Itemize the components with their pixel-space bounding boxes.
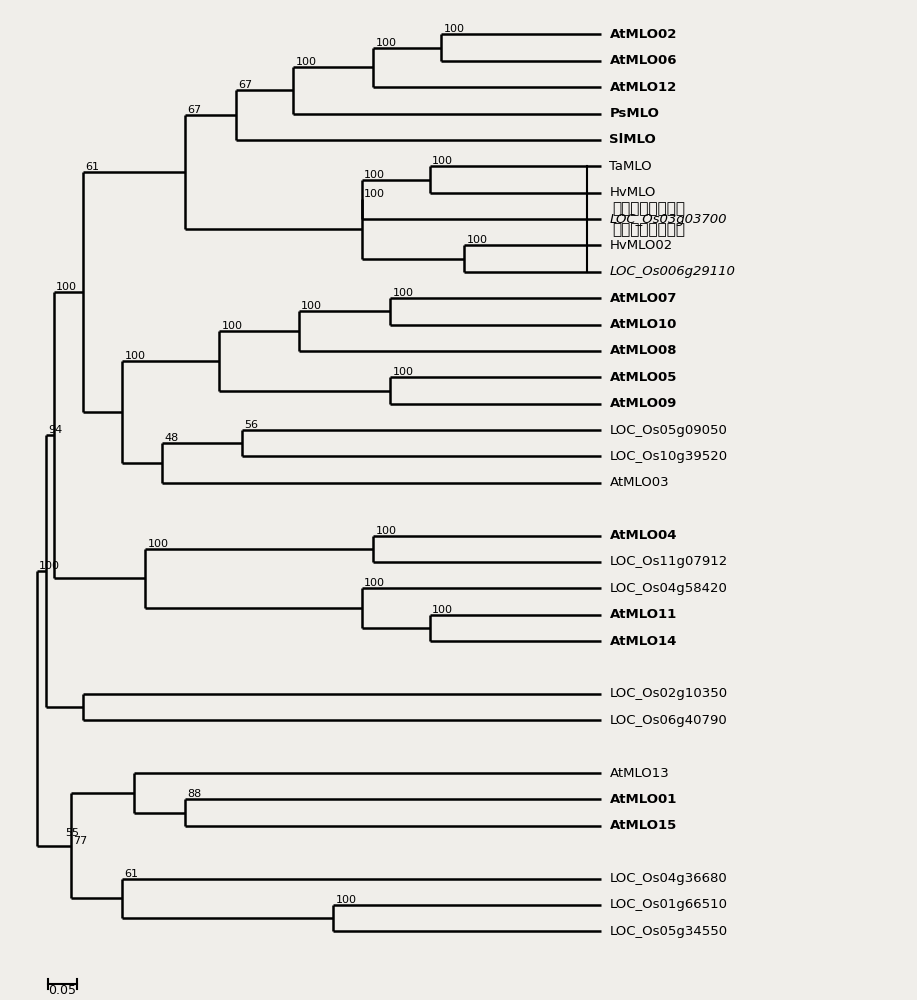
Text: 100: 100: [432, 605, 453, 615]
Text: 100: 100: [56, 282, 77, 292]
Text: AtMLO09: AtMLO09: [610, 397, 677, 410]
Text: PsMLO: PsMLO: [610, 107, 659, 120]
Text: 100: 100: [375, 38, 396, 48]
Text: AtMLO10: AtMLO10: [610, 318, 677, 331]
Text: 100: 100: [295, 57, 316, 67]
Text: AtMLO02: AtMLO02: [610, 28, 677, 41]
Text: AtMLO03: AtMLO03: [610, 476, 669, 489]
Text: 100: 100: [302, 301, 322, 311]
Text: 抗病基因特异区组: 抗病基因特异区组: [613, 222, 685, 237]
Text: 100: 100: [432, 156, 453, 166]
Text: 100: 100: [125, 351, 146, 361]
Text: LOC_Os04g36680: LOC_Os04g36680: [610, 872, 727, 885]
Text: LOC_Os02g10350: LOC_Os02g10350: [610, 687, 727, 700]
Text: AtMLO06: AtMLO06: [610, 54, 677, 67]
Text: 100: 100: [364, 189, 385, 199]
Text: AtMLO13: AtMLO13: [610, 767, 669, 780]
Text: LOC_Os006g29110: LOC_Os006g29110: [610, 265, 735, 278]
Text: TaMLO: TaMLO: [610, 160, 652, 173]
Text: AtMLO15: AtMLO15: [610, 819, 677, 832]
Text: 100: 100: [148, 539, 169, 549]
Text: 61: 61: [125, 869, 138, 879]
Text: 88: 88: [187, 789, 202, 799]
Text: 100: 100: [444, 24, 465, 34]
Text: 100: 100: [364, 170, 385, 180]
Text: AtMLO05: AtMLO05: [610, 371, 677, 384]
Text: AtMLO11: AtMLO11: [610, 608, 677, 621]
Text: LOC_Os05g34550: LOC_Os05g34550: [610, 925, 727, 938]
Text: 55: 55: [65, 828, 79, 838]
Text: AtMLO14: AtMLO14: [610, 635, 677, 648]
Text: 77: 77: [73, 836, 88, 846]
Text: 100: 100: [336, 895, 357, 905]
Text: LOC_Os03g03700: LOC_Os03g03700: [610, 213, 727, 226]
Text: HvMLO: HvMLO: [610, 186, 656, 199]
Text: LOC_Os11g07912: LOC_Os11g07912: [610, 555, 728, 568]
Text: HvMLO02: HvMLO02: [610, 239, 673, 252]
Text: AtMLO07: AtMLO07: [610, 292, 677, 305]
Text: SlMLO: SlMLO: [610, 133, 657, 146]
Text: 48: 48: [164, 433, 179, 443]
Text: 67: 67: [187, 105, 202, 115]
Text: 94: 94: [48, 425, 62, 435]
Text: 100: 100: [39, 561, 61, 571]
Text: LOC_Os01g66510: LOC_Os01g66510: [610, 898, 727, 911]
Text: LOC_Os04g58420: LOC_Os04g58420: [610, 582, 727, 595]
Text: 100: 100: [467, 235, 488, 245]
Text: 单子叶植物白粉病: 单子叶植物白粉病: [613, 201, 685, 216]
Text: 61: 61: [84, 162, 99, 172]
Text: AtMLO01: AtMLO01: [610, 793, 677, 806]
Text: 100: 100: [375, 526, 396, 536]
Text: 100: 100: [392, 288, 414, 298]
Text: 56: 56: [244, 420, 259, 430]
Text: 100: 100: [392, 367, 414, 377]
Text: LOC_Os06g40790: LOC_Os06g40790: [610, 714, 727, 727]
Text: 0.05: 0.05: [49, 984, 77, 997]
Text: AtMLO12: AtMLO12: [610, 81, 677, 94]
Text: LOC_Os05g09050: LOC_Os05g09050: [610, 424, 727, 437]
Text: 67: 67: [238, 80, 253, 90]
Text: 100: 100: [222, 321, 242, 331]
Text: AtMLO04: AtMLO04: [610, 529, 677, 542]
Text: AtMLO08: AtMLO08: [610, 344, 677, 357]
Text: LOC_Os10g39520: LOC_Os10g39520: [610, 450, 727, 463]
Text: 100: 100: [364, 578, 385, 588]
